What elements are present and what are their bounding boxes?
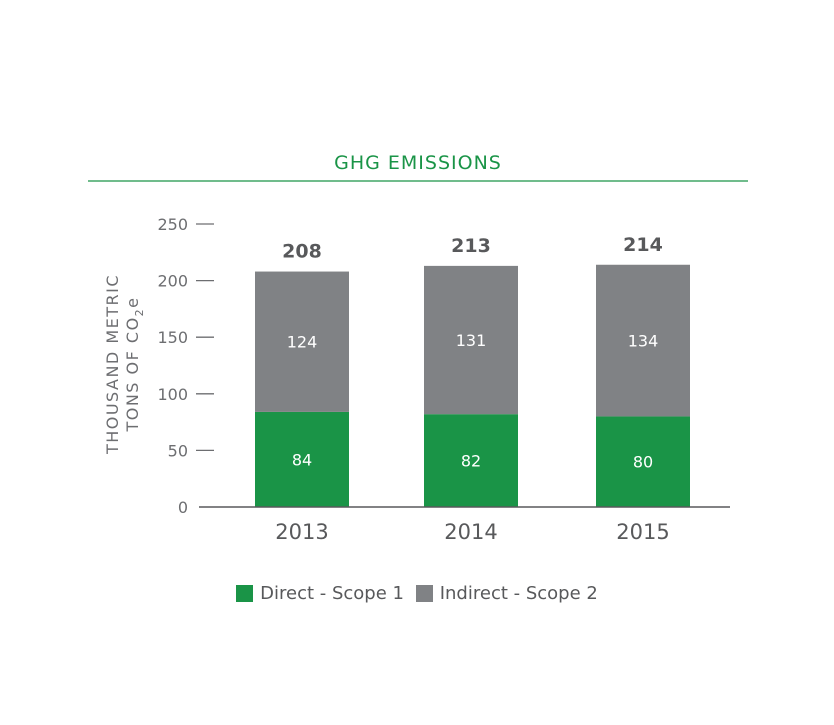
bar-segment-direct-2014: [424, 414, 518, 507]
bar-value-label: 134: [628, 332, 659, 351]
y-tick-label: 150: [157, 328, 188, 347]
legend-swatch-indirect: [415, 585, 433, 602]
y-tick-label: 200: [157, 272, 188, 291]
y-tick-label: 250: [157, 215, 188, 234]
bar-segment-direct-2015: [596, 416, 690, 507]
bar-value-label: 82: [461, 452, 481, 471]
y-tick-label: 100: [157, 385, 188, 404]
x-tick-label: 2013: [275, 520, 328, 544]
legend-item-indirect: Indirect - Scope 2: [415, 583, 598, 604]
bar-value-label: 80: [633, 453, 653, 472]
x-tick-label: 2015: [616, 520, 669, 544]
y-axis-label-line2: TONS OF CO2e: [123, 296, 146, 432]
bar-total-label: 214: [623, 234, 663, 256]
y-tick-label: 0: [178, 498, 188, 517]
bar-value-label: 124: [287, 333, 318, 352]
legend-label-indirect: Indirect - Scope 2: [439, 583, 598, 604]
bar-segment-indirect-2014: [424, 265, 518, 415]
chart-title: GHG EMISSIONS: [334, 152, 502, 174]
y-tick-label: 50: [168, 441, 188, 460]
bar-segment-indirect-2015: [596, 264, 690, 417]
legend-label-direct: Direct - Scope 1: [260, 583, 404, 604]
y-axis-label: THOUSAND METRIC TONS OF CO2e: [103, 274, 146, 455]
bar-total-label: 208: [282, 241, 322, 263]
legend-item-direct: Direct - Scope 1: [236, 583, 404, 604]
bar-segment-indirect-2013: [255, 271, 349, 412]
x-tick-label: 2014: [444, 520, 497, 544]
legend: Direct - Scope 1 Indirect - Scope 2: [0, 583, 834, 607]
bar-value-label: 84: [292, 450, 312, 469]
y-axis-label-line1: THOUSAND METRIC: [103, 274, 122, 455]
bar-segment-direct-2013: [255, 411, 349, 507]
bar-total-label: 213: [451, 235, 491, 257]
legend-swatch-direct: [236, 585, 254, 602]
bar-value-label: 131: [456, 331, 487, 350]
